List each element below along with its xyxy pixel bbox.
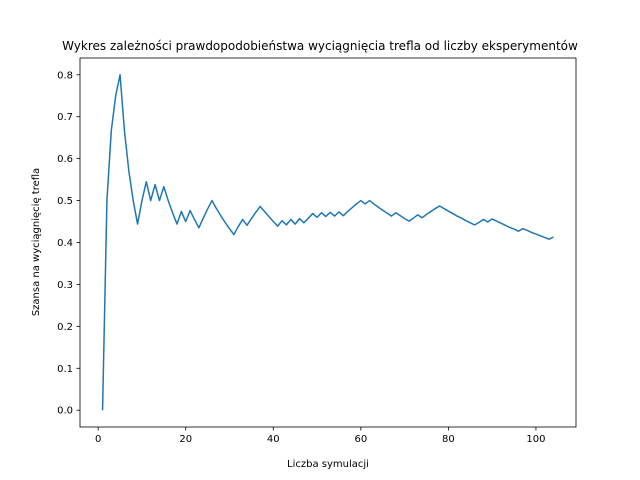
y-tick-label: 0.4 (57, 238, 73, 249)
x-axis-label: Liczba symulacji (287, 459, 369, 470)
y-tick-label: 0.7 (57, 112, 73, 123)
x-tick-label: 60 (354, 434, 367, 445)
x-tick-label: 80 (442, 434, 455, 445)
x-tick-label: 40 (267, 434, 280, 445)
y-axis-label: Szansa na wyciągnięcię trefla (31, 168, 42, 316)
chart-title: Wykres zależności prawdopodobieństwa wyc… (62, 39, 578, 53)
series-line (101, 74, 554, 411)
x-tick-label: 100 (526, 434, 545, 445)
y-tick-label: 0.1 (57, 364, 73, 375)
y-tick-label: 0.5 (57, 196, 73, 207)
plot-area: 0 20 40 60 80 100 0.0 0.1 0.2 0.3 0.4 0.5 0.6 0.7 0.8 (57, 57, 577, 445)
x-tick-label: 0 (95, 434, 101, 445)
y-tick-label: 0.6 (57, 154, 73, 165)
y-tick-label: 0.2 (57, 322, 73, 333)
y-tick-label: 0.3 (57, 280, 73, 291)
y-tick-label: 0.8 (57, 70, 73, 81)
x-tick-label: 20 (179, 434, 192, 445)
y-tick-label: 0.0 (57, 406, 73, 417)
